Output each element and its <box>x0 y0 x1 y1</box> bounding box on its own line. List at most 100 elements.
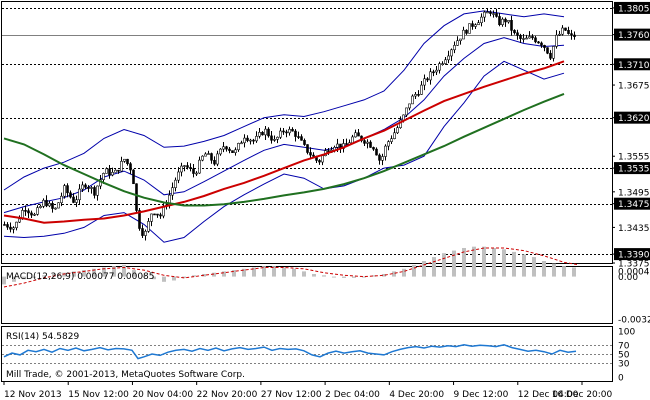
x-tick-label-7: 9 Dec 12:00 <box>454 390 509 400</box>
candle-body-15 <box>48 203 51 207</box>
candle-body-167 <box>504 18 507 23</box>
candle-30 <box>93 185 96 199</box>
candle-body-29 <box>90 187 93 189</box>
macd-bar-19 <box>192 275 196 277</box>
rsi-line <box>3 344 577 360</box>
candle-body-46 <box>141 228 144 236</box>
candle-149 <box>450 48 453 62</box>
candle-148 <box>447 50 450 64</box>
candle-177 <box>534 35 537 44</box>
candle-60 <box>183 165 186 172</box>
price-tick-label-3: 1.3675 <box>618 82 650 92</box>
candle-body-14 <box>45 199 48 207</box>
candle-body-146 <box>441 63 444 65</box>
price-label-box-0 <box>614 1 650 14</box>
candle-body-61 <box>186 165 189 168</box>
macd-tick-label-1: 0.00 <box>618 273 638 283</box>
candle-190 <box>573 31 576 40</box>
candle-101 <box>306 144 309 155</box>
candle-body-129 <box>390 138 393 142</box>
candle-body-173 <box>522 38 525 40</box>
candle-body-139 <box>420 84 423 95</box>
candle-body-68 <box>207 153 210 155</box>
candle-body-23 <box>72 196 75 203</box>
candle-67 <box>204 152 207 157</box>
candle-body-182 <box>549 52 552 59</box>
candle-75 <box>228 146 231 154</box>
candle-body-95 <box>288 128 291 134</box>
candle-152 <box>459 38 462 45</box>
macd-bar-15 <box>152 276 156 280</box>
candle-44 <box>135 183 138 213</box>
candle-body-65 <box>198 159 201 174</box>
candle-body-172 <box>519 35 522 39</box>
candle-body-148 <box>447 55 450 61</box>
bollinger-middle <box>3 37 565 214</box>
bollinger-upper <box>3 10 565 191</box>
candle-body-82 <box>249 139 252 142</box>
candle-body-34 <box>105 168 108 174</box>
candle-84 <box>255 131 258 143</box>
x-tick-label-0: 12 Nov 2013 <box>4 390 62 400</box>
candle-156 <box>471 20 474 30</box>
candle-body-188 <box>567 29 570 34</box>
macd-bar-48 <box>482 246 486 277</box>
candle-body-138 <box>417 94 420 96</box>
candle-136 <box>411 94 414 105</box>
candle-body-20 <box>63 185 66 197</box>
candle-body-161 <box>486 11 489 14</box>
candle-body-163 <box>492 13 495 15</box>
candle-46 <box>141 224 144 238</box>
candle-body-190 <box>573 34 576 37</box>
candle-body-137 <box>414 94 417 97</box>
candle-25 <box>78 184 81 205</box>
candle-body-3 <box>12 227 15 230</box>
candle-body-90 <box>273 139 276 141</box>
candle-body-0 <box>3 224 6 226</box>
candle-70 <box>213 156 216 166</box>
candle-body-157 <box>474 24 477 27</box>
price-layer <box>2 8 612 255</box>
candle-99 <box>300 134 303 141</box>
candle-161 <box>486 8 489 14</box>
price-label-box-4 <box>614 111 650 124</box>
candle-body-83 <box>252 139 255 142</box>
candle-body-8 <box>27 210 30 214</box>
candle-body-58 <box>177 171 180 181</box>
candle-88 <box>267 127 270 138</box>
candle-39 <box>120 156 123 172</box>
macd-bar-49 <box>492 247 496 277</box>
candle-181 <box>546 47 549 55</box>
rsi-title: RSI(14) 54.5829 <box>6 332 79 342</box>
candle-139 <box>420 81 423 95</box>
candle-body-80 <box>243 137 246 144</box>
candle-body-169 <box>510 19 513 31</box>
macd-bar-32 <box>322 275 326 277</box>
candle-body-85 <box>258 131 261 137</box>
macd-bar-23 <box>232 270 236 277</box>
candle-body-170 <box>513 30 516 34</box>
candle-body-30 <box>93 187 96 196</box>
candle-body-92 <box>279 130 282 138</box>
price-label-box-2 <box>614 58 650 71</box>
candle-61 <box>186 162 189 170</box>
candle-93 <box>282 128 285 135</box>
candle-79 <box>240 140 243 145</box>
candle-167 <box>504 17 507 27</box>
rsi-tick-label-0: 100 <box>618 328 635 338</box>
candle-173 <box>522 34 525 43</box>
candle-body-41 <box>126 158 129 165</box>
candle-body-50 <box>153 213 156 216</box>
price-tick-label-1: 1.3760 <box>618 31 650 41</box>
x-tick-label-3: 22 Nov 20:00 <box>197 390 258 400</box>
candle-7 <box>24 205 27 216</box>
price-tick-label-9: 1.3435 <box>618 224 650 234</box>
candle-body-149 <box>450 49 453 57</box>
candle-50 <box>153 213 156 216</box>
candle-body-2 <box>9 226 12 230</box>
candle-127 <box>384 144 387 161</box>
candle-72 <box>219 148 222 156</box>
candle-body-69 <box>210 153 213 161</box>
candle-body-159 <box>480 16 483 23</box>
candle-body-96 <box>291 128 294 132</box>
